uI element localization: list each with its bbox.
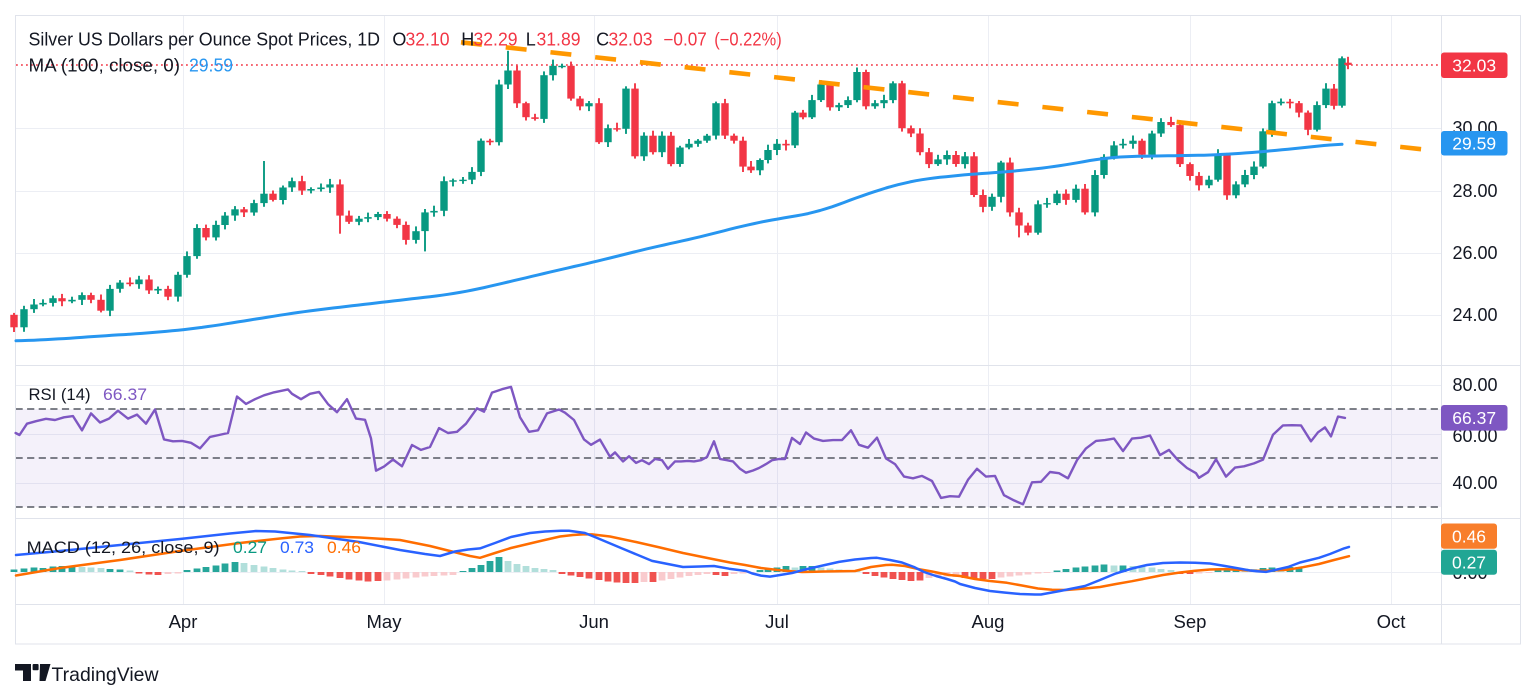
svg-text:0.27: 0.27	[1452, 552, 1486, 572]
svg-text:H: H	[461, 30, 474, 50]
svg-text:Aug: Aug	[972, 611, 1005, 632]
svg-text:MACD (12, 26, close, 9): MACD (12, 26, close, 9)	[27, 538, 220, 557]
svg-text:32.10: 32.10	[406, 30, 450, 50]
svg-text:32.03: 32.03	[609, 30, 653, 50]
svg-text:29.59: 29.59	[189, 56, 233, 76]
svg-text:0.46: 0.46	[1452, 526, 1486, 546]
svg-text:24.00: 24.00	[1453, 305, 1498, 325]
svg-text:32.29: 32.29	[474, 30, 518, 50]
svg-text:0.46: 0.46	[327, 538, 361, 557]
svg-text:32.03: 32.03	[1452, 56, 1496, 76]
svg-text:60.00: 60.00	[1453, 426, 1498, 446]
svg-text:Jun: Jun	[579, 611, 609, 632]
svg-text:L: L	[526, 30, 536, 50]
svg-text:66.37: 66.37	[1452, 408, 1496, 428]
svg-text:29.59: 29.59	[1452, 133, 1496, 153]
svg-text:Jul: Jul	[765, 611, 789, 632]
svg-text:Apr: Apr	[169, 611, 198, 632]
svg-text:Silver US Dollars per Ounce Sp: Silver US Dollars per Ounce Spot Prices,…	[29, 30, 381, 50]
svg-text:MA (100, close, 0): MA (100, close, 0)	[29, 56, 181, 76]
svg-text:O: O	[392, 30, 406, 50]
svg-text:28.00: 28.00	[1453, 181, 1498, 201]
svg-text:May: May	[367, 611, 403, 632]
svg-text:26.00: 26.00	[1453, 243, 1498, 263]
svg-text:TradingView: TradingView	[52, 664, 160, 686]
svg-text:66.37: 66.37	[103, 385, 147, 404]
svg-text:−0.07: −0.07	[663, 30, 706, 50]
svg-text:31.89: 31.89	[537, 30, 581, 50]
svg-text:0.73: 0.73	[280, 538, 314, 557]
svg-text:C: C	[596, 30, 609, 50]
svg-text:40.00: 40.00	[1453, 473, 1498, 493]
svg-text:Sep: Sep	[1174, 611, 1207, 632]
svg-text:RSI (14): RSI (14)	[29, 385, 91, 404]
svg-text:0.27: 0.27	[233, 538, 267, 557]
svg-text:(−0.22%): (−0.22%)	[714, 30, 781, 50]
svg-text:80.00: 80.00	[1453, 375, 1498, 395]
svg-text:Oct: Oct	[1377, 611, 1406, 632]
